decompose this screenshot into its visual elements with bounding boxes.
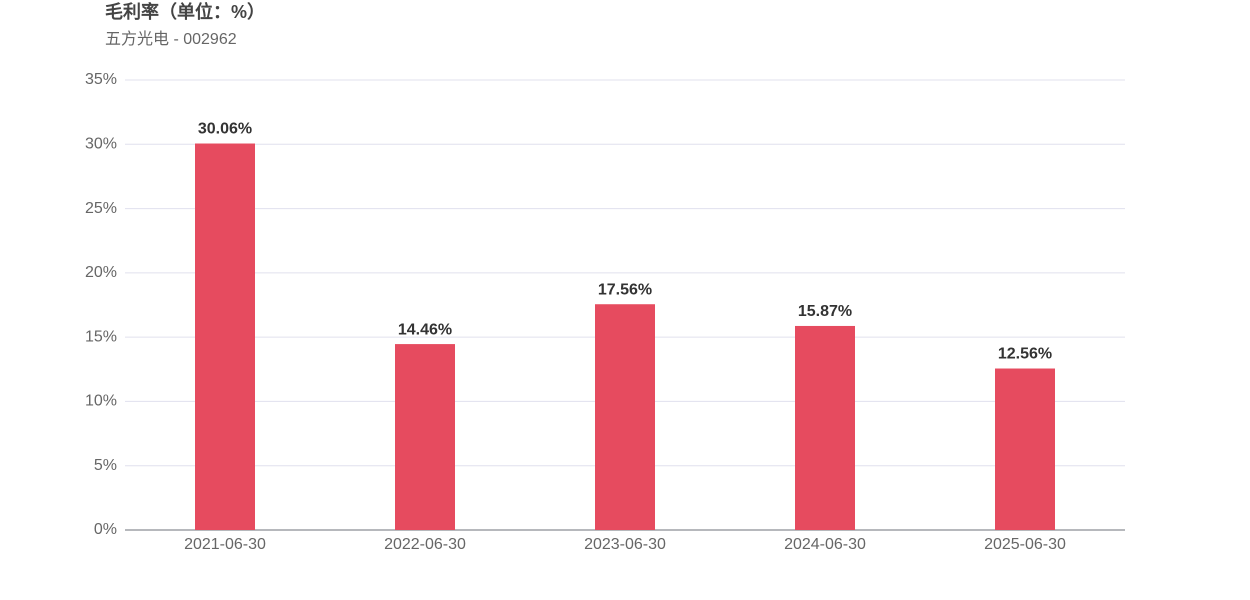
x-tick-label: 2024-06-30 [784,536,866,553]
data-label: 14.46% [398,321,452,338]
data-label: 12.56% [998,346,1052,363]
y-tick-label: 20% [85,264,117,281]
bar [595,304,655,530]
x-tick-label: 2023-06-30 [584,536,666,553]
bar [395,344,455,530]
y-tick-label: 25% [85,200,117,217]
y-tick-label: 10% [85,393,117,410]
y-tick-label: 35% [85,71,117,88]
data-label: 17.56% [598,281,652,298]
y-tick-label: 5% [94,457,117,474]
bar [195,143,255,530]
data-label: 30.06% [198,121,252,138]
chart-subtitle: 五方光电 - 002962 [105,30,237,48]
x-tick-label: 2022-06-30 [384,536,466,553]
chart-title: 毛利率（单位：%） [105,1,265,22]
x-tick-label: 2021-06-30 [184,536,266,553]
data-label: 15.87% [798,303,852,320]
y-tick-label: 0% [94,521,117,538]
y-tick-label: 30% [85,136,117,153]
bar [995,368,1055,530]
y-tick-label: 15% [85,328,117,345]
x-tick-label: 2025-06-30 [984,536,1066,553]
bar [795,325,855,530]
